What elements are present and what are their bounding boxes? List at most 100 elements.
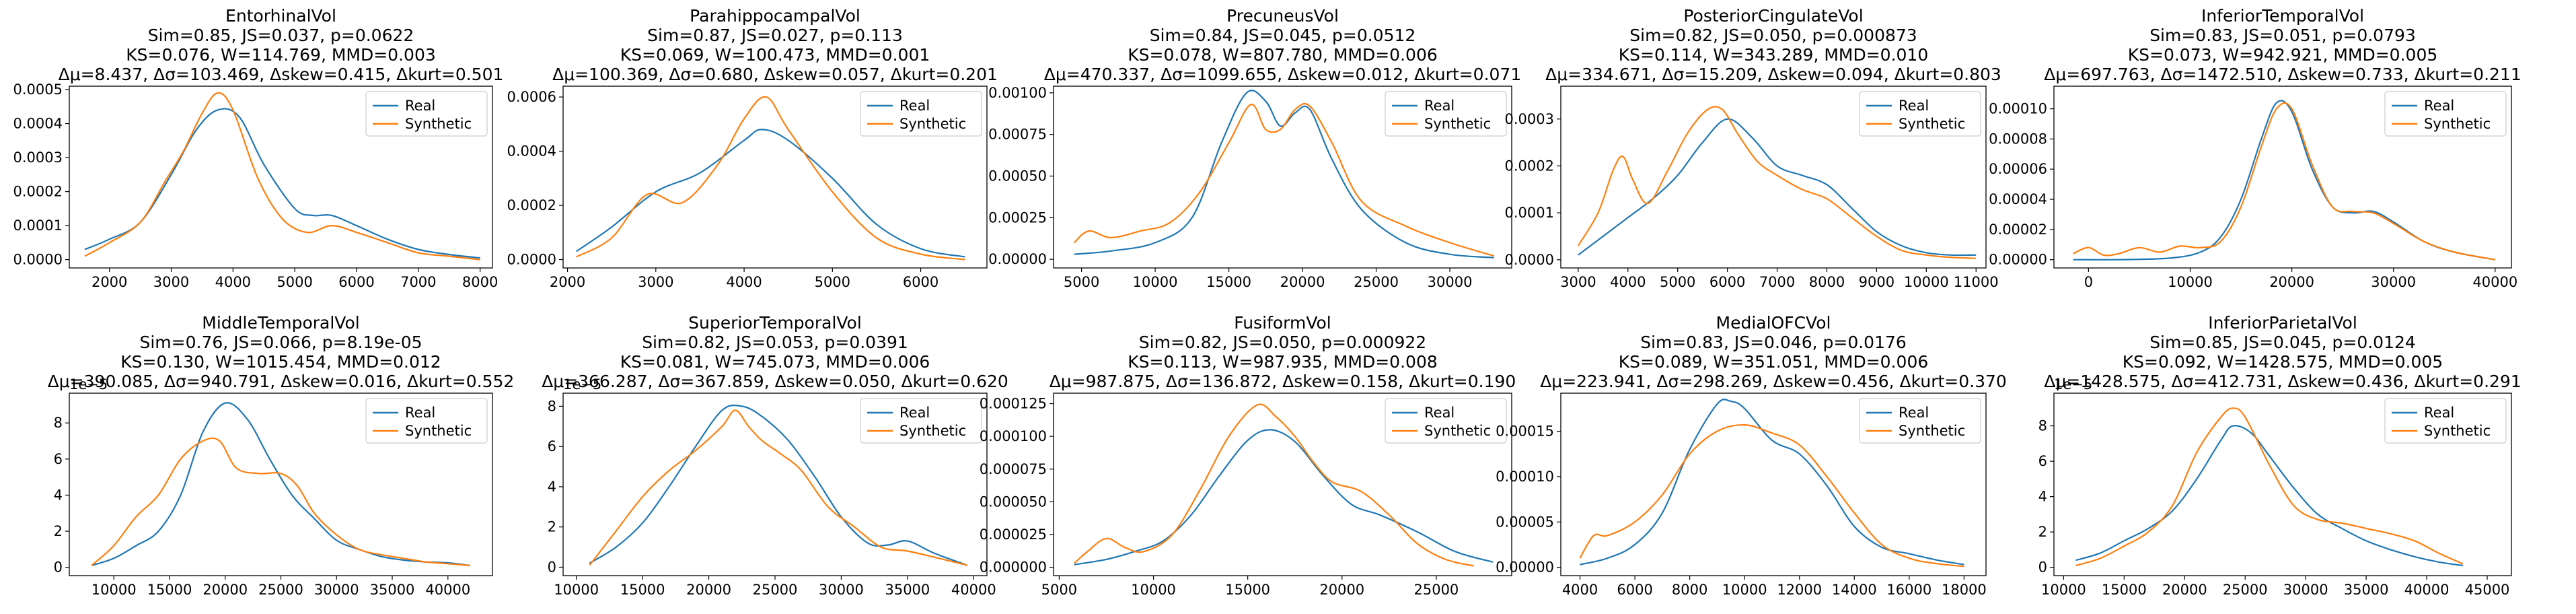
chart-subtitle-line: Δμ=987.875, Δσ=136.872, Δskew=0.158, Δku… — [1050, 372, 1516, 391]
x-tick-label: 25000 — [753, 582, 798, 598]
x-tick-label: 30000 — [2371, 274, 2416, 290]
x-tick-label: 0 — [2084, 274, 2093, 290]
x-tick-label: 8000 — [1672, 582, 1707, 598]
y-tick-label: 0.00002 — [1989, 221, 2047, 238]
y-tick-label: 2 — [54, 523, 63, 539]
x-tick-label: 6000 — [338, 274, 374, 290]
chart-subtitle-line: Sim=0.85, JS=0.037, p=0.0622 — [148, 26, 414, 45]
y-tick-label: 8 — [2038, 418, 2047, 434]
legend-label-real: Real — [405, 405, 435, 421]
x-tick-label: 25000 — [2223, 582, 2268, 598]
chart-subtitle-line: Δμ=8.437, Δσ=103.469, Δskew=0.415, Δkurt… — [59, 65, 504, 84]
y-tick-label: 0.00000 — [1989, 252, 2047, 268]
series-line-synthetic — [1073, 102, 1495, 257]
x-tick-label: 40000 — [2472, 274, 2517, 290]
x-tick-label: 40000 — [2404, 582, 2450, 598]
x-tick-label: 15000 — [2102, 582, 2147, 598]
legend: Real Synthetic — [860, 398, 982, 444]
y-tick-label: 4 — [2038, 489, 2047, 505]
x-tick-label: 10000 — [1133, 274, 1178, 290]
y-tick-label: 0.00050 — [988, 168, 1047, 184]
chart-subtitle-line: KS=0.113, W=987.935, MMD=0.008 — [1128, 352, 1438, 372]
axes-frame — [1053, 86, 1512, 269]
x-tick-label: 6000 — [903, 274, 939, 290]
legend-box — [860, 91, 982, 137]
chart-title: MedialOFCVol — [1716, 313, 1831, 333]
x-tick-label: 10000 — [1722, 582, 1767, 598]
y-tick-label: 0.0004 — [13, 116, 63, 132]
x-tick-label: 18000 — [1942, 582, 1987, 598]
legend-label-synthetic: Synthetic — [1424, 423, 1491, 439]
legend-label-real: Real — [1424, 405, 1455, 421]
legend-label-synthetic: Synthetic — [899, 423, 966, 439]
chart-subtitle-line: Δμ=223.941, Δσ=298.269, Δskew=0.456, Δku… — [1540, 372, 2007, 391]
x-tick-label: 12000 — [1777, 582, 1822, 598]
legend-label-real: Real — [1899, 405, 1929, 421]
y-tick-label: 4 — [548, 479, 556, 495]
y-tick-label: 0.0003 — [13, 149, 63, 166]
legend-label-real: Real — [899, 405, 930, 421]
x-tick-label: 5000 — [815, 274, 850, 290]
y-tick-label: 0.00100 — [988, 85, 1047, 101]
x-tick-label: 40000 — [951, 582, 996, 598]
chart-title: EntorhinalVol — [225, 6, 336, 26]
chart-subtitle-line: Δμ=100.369, Δσ=0.680, Δskew=0.057, Δkurt… — [552, 65, 998, 84]
x-tick-label: 8000 — [462, 274, 498, 290]
chart-subtitle-line: Sim=0.82, JS=0.050, p=0.000922 — [1139, 333, 1426, 352]
chart-subtitle-line: Sim=0.76, JS=0.066, p=8.19e-05 — [139, 333, 422, 352]
x-tick-label: 20000 — [686, 582, 731, 598]
chart-subtitle-line: KS=0.130, W=1015.454, MMD=0.012 — [120, 352, 441, 372]
x-tick-label: 14000 — [1832, 582, 1877, 598]
x-tick-label: 30000 — [819, 582, 864, 598]
y-tick-label: 0.000075 — [980, 461, 1047, 477]
legend: Real Synthetic — [1385, 398, 1507, 444]
series-line-synthetic — [576, 96, 965, 261]
y-tick-label: 8 — [54, 415, 63, 431]
chart-subtitle-line: KS=0.073, W=942.921, MMD=0.005 — [2128, 45, 2438, 65]
axes-frame — [1560, 86, 1987, 269]
x-tick-label: 10000 — [1904, 274, 1949, 290]
y-tick-label: 6 — [2038, 453, 2047, 469]
chart-title: FusiformVol — [1234, 313, 1331, 333]
x-tick-label: 11000 — [1954, 274, 1999, 290]
chart-subtitle-line: Sim=0.87, JS=0.027, p=0.113 — [647, 26, 903, 45]
x-tick-label: 45000 — [2465, 582, 2510, 598]
series-line-synthetic — [2075, 407, 2464, 567]
legend-box — [1859, 398, 1981, 444]
y-tick-label: 4 — [54, 487, 63, 503]
x-tick-label: 3000 — [638, 274, 673, 290]
y-tick-label: 0.000050 — [980, 493, 1047, 510]
x-tick-label: 35000 — [370, 582, 415, 598]
chart-subtitle-line: Δμ=470.337, Δσ=1099.655, Δskew=0.012, Δk… — [1044, 65, 1522, 84]
legend-label-synthetic: Synthetic — [2424, 423, 2491, 439]
legend-label-synthetic: Synthetic — [1899, 116, 1965, 132]
y-tick-label: 0.0004 — [507, 143, 556, 160]
series-line-synthetic — [1579, 423, 1964, 568]
y-tick-label: 6 — [54, 451, 63, 467]
x-tick-label: 35000 — [2344, 582, 2389, 598]
legend-box — [1385, 91, 1507, 137]
y-tick-label: 2 — [548, 519, 556, 535]
x-tick-label: 5000 — [1041, 582, 1077, 598]
y-tick-label: 0.00008 — [1989, 131, 2047, 147]
x-tick-label: 7000 — [400, 274, 436, 290]
legend-label-real: Real — [1424, 98, 1455, 114]
legend: Real Synthetic — [2384, 398, 2507, 444]
legend-label-real: Real — [2424, 98, 2454, 114]
x-tick-label: 3000 — [153, 274, 189, 290]
x-tick-label: 30000 — [2283, 582, 2328, 598]
legend-box — [1385, 398, 1507, 444]
legend: Real Synthetic — [1859, 398, 1981, 444]
x-tick-label: 40000 — [425, 582, 470, 598]
series-line-synthetic — [91, 437, 470, 567]
legend-box — [2384, 398, 2507, 444]
x-tick-label: 2000 — [91, 274, 127, 290]
chart-subtitle-line: KS=0.114, W=343.289, MMD=0.010 — [1619, 45, 1929, 65]
chart-subtitle-line: Sim=0.83, JS=0.046, p=0.0176 — [1640, 333, 1907, 352]
legend-label-synthetic: Synthetic — [405, 423, 472, 439]
x-tick-label: 9000 — [1859, 274, 1894, 290]
